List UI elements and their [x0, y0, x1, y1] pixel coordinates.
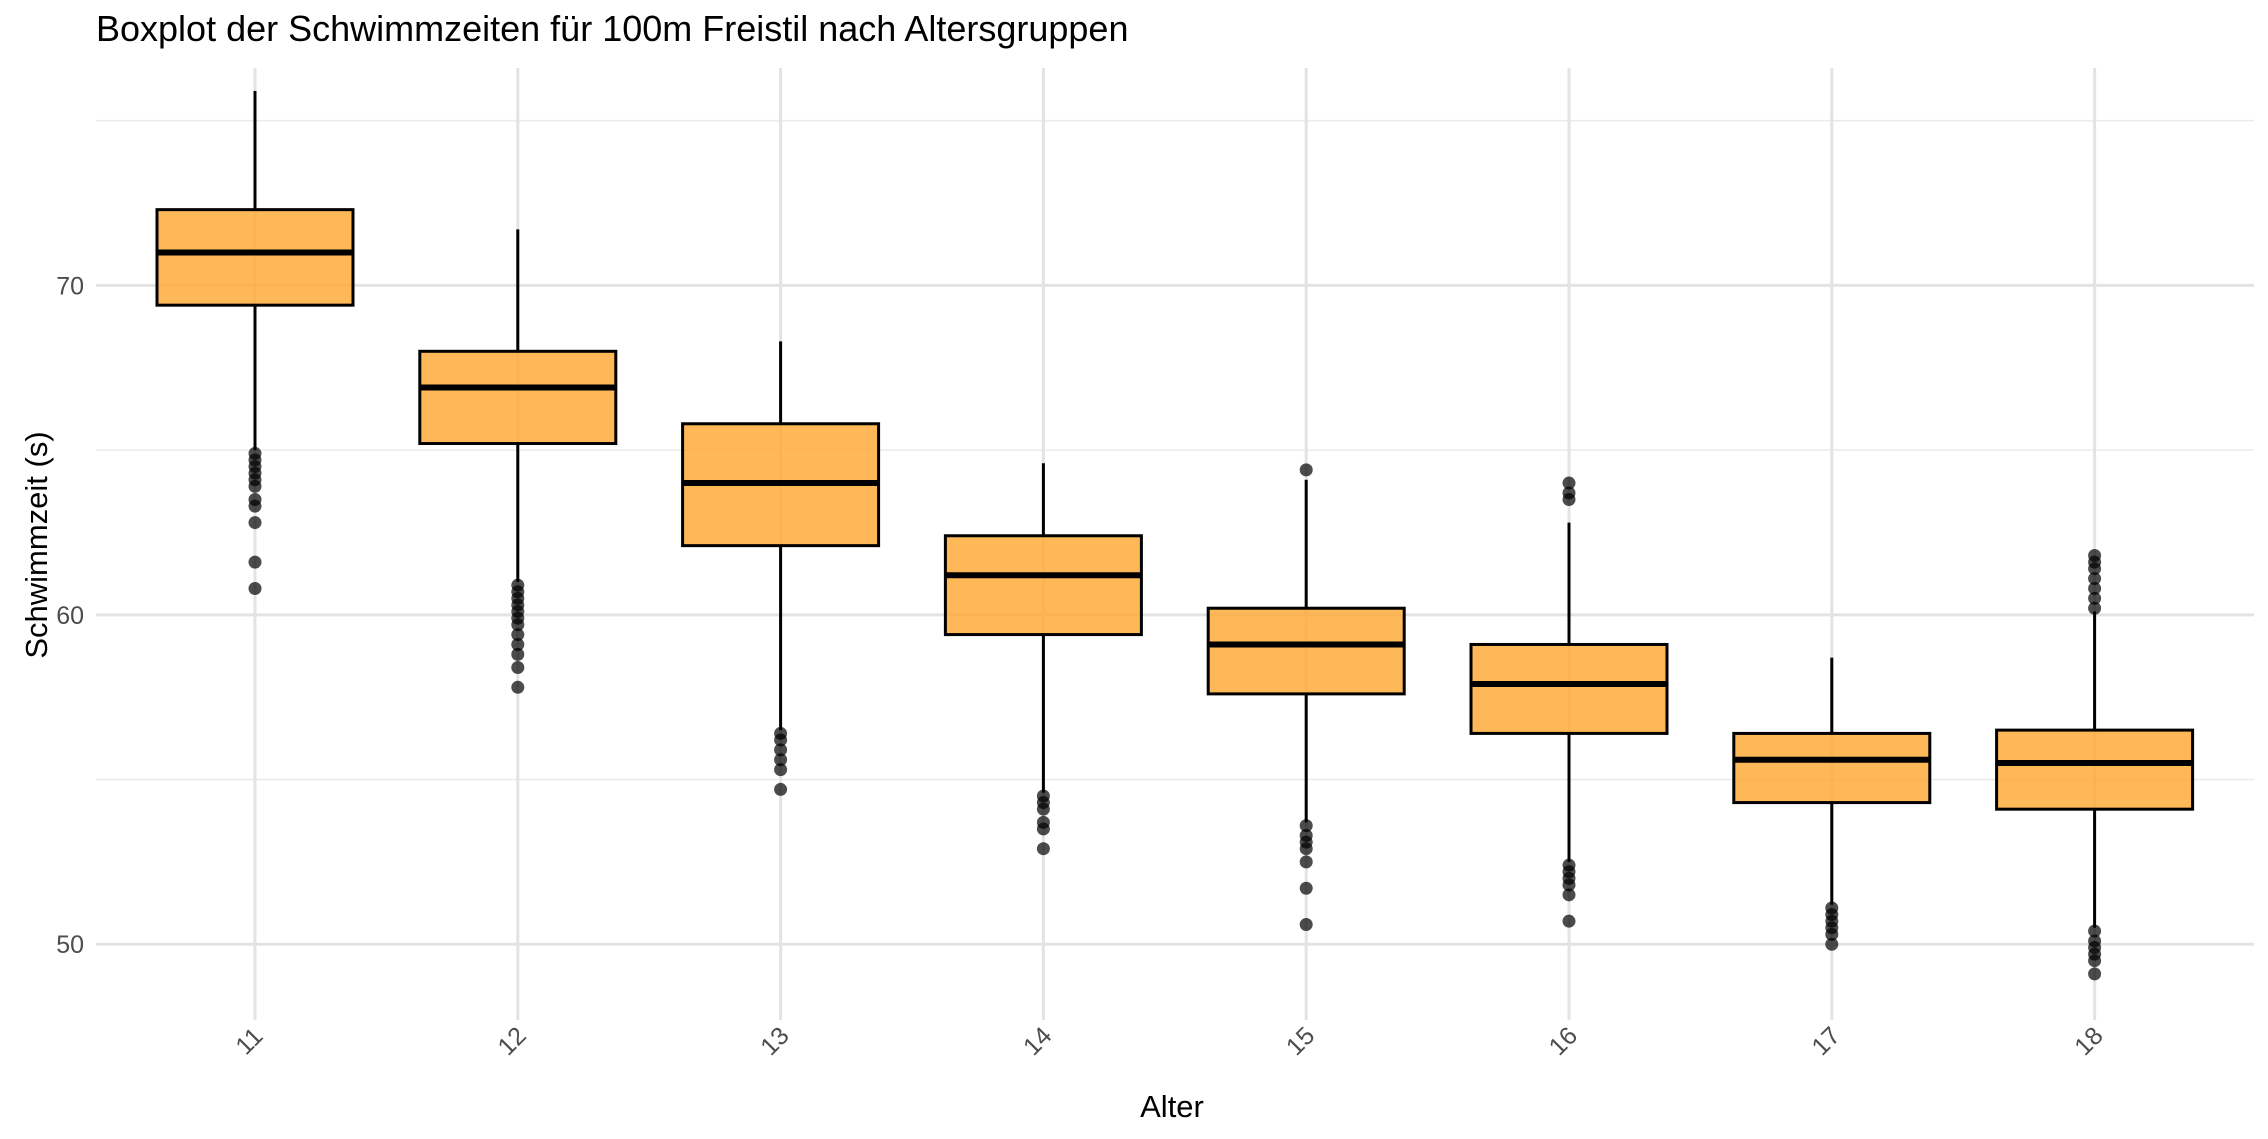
x-tick-label: 16 [1544, 1022, 1583, 1061]
outlier-point [511, 618, 525, 632]
x-tick-label: 13 [755, 1022, 794, 1061]
box-13 [681, 341, 881, 796]
axes: Alter Schwimmzeit (s) 50 60 70 11 12 13 14 15 16… [19, 272, 2109, 1124]
x-tick-label: 12 [492, 1022, 531, 1061]
outlier-point [1299, 917, 1313, 931]
outlier-point [774, 753, 788, 767]
x-tick-label: 18 [2069, 1022, 2108, 1061]
outlier-point [1825, 937, 1839, 951]
outlier-point [1036, 842, 1050, 856]
outlier-point [248, 516, 262, 530]
box-15 [1206, 463, 1406, 931]
box-iqr [1206, 606, 1406, 696]
outlier-point [1036, 822, 1050, 836]
outlier-point [1562, 493, 1576, 507]
outlier-point [774, 743, 788, 757]
box-iqr [418, 349, 618, 446]
outlier-point [248, 555, 262, 569]
outlier-point [2088, 581, 2102, 595]
chart-title: Boxplot der Schwimmzeiten für 100m Freis… [96, 8, 1129, 49]
box-iqr [155, 208, 355, 307]
box-11 [155, 91, 355, 595]
outlier-point [511, 680, 525, 694]
x-tick-label: 11 [230, 1022, 268, 1060]
outlier-point [511, 661, 525, 675]
y-tick-label: 70 [56, 272, 84, 300]
outlier-point [1299, 842, 1313, 856]
outlier-point [2088, 967, 2102, 981]
outlier-point [2088, 954, 2102, 968]
box-iqr [1469, 642, 1669, 735]
outlier-point [2088, 591, 2102, 605]
outlier-point [1299, 881, 1313, 895]
outlier-point [248, 581, 262, 595]
grid-lines [96, 68, 2254, 1020]
outlier-point [2088, 924, 2102, 938]
outlier-point [2088, 601, 2102, 615]
outlier-point [774, 763, 788, 777]
outlier-point [1299, 855, 1313, 869]
outlier-point [774, 782, 788, 796]
box-14 [943, 463, 1143, 856]
outlier-point [1825, 927, 1839, 941]
outlier-point [2088, 572, 2102, 586]
outlier-point [774, 733, 788, 747]
outlier-point [1562, 476, 1576, 490]
x-tick-label: 17 [1806, 1022, 1845, 1061]
outlier-point [2088, 562, 2102, 576]
outlier-point [1299, 819, 1313, 833]
outlier-point [511, 647, 525, 661]
outlier-point [511, 637, 525, 651]
box-iqr [1732, 731, 1932, 805]
outlier-point [1299, 463, 1313, 477]
box-16 [1469, 476, 1669, 928]
outlier-point [1036, 802, 1050, 816]
outlier-point [1562, 914, 1576, 928]
box-iqr [1995, 728, 2195, 811]
box-12 [418, 229, 618, 694]
box-iqr [943, 534, 1143, 637]
x-tick-label: 14 [1018, 1022, 1058, 1062]
y-tick-label: 60 [56, 602, 84, 630]
outlier-point [1562, 888, 1576, 902]
y-axis-title: Schwimmzeit (s) [19, 431, 54, 658]
x-axis-title: Alter [1140, 1089, 1204, 1124]
outlier-point [511, 628, 525, 642]
boxes [155, 91, 2195, 981]
outlier-point [1562, 878, 1576, 892]
x-tick-label: 15 [1281, 1022, 1320, 1061]
box-17 [1732, 657, 1932, 951]
outlier-point [248, 479, 262, 493]
box-18 [1995, 549, 2195, 981]
outlier-point [248, 499, 262, 513]
y-tick-label: 50 [56, 931, 84, 959]
